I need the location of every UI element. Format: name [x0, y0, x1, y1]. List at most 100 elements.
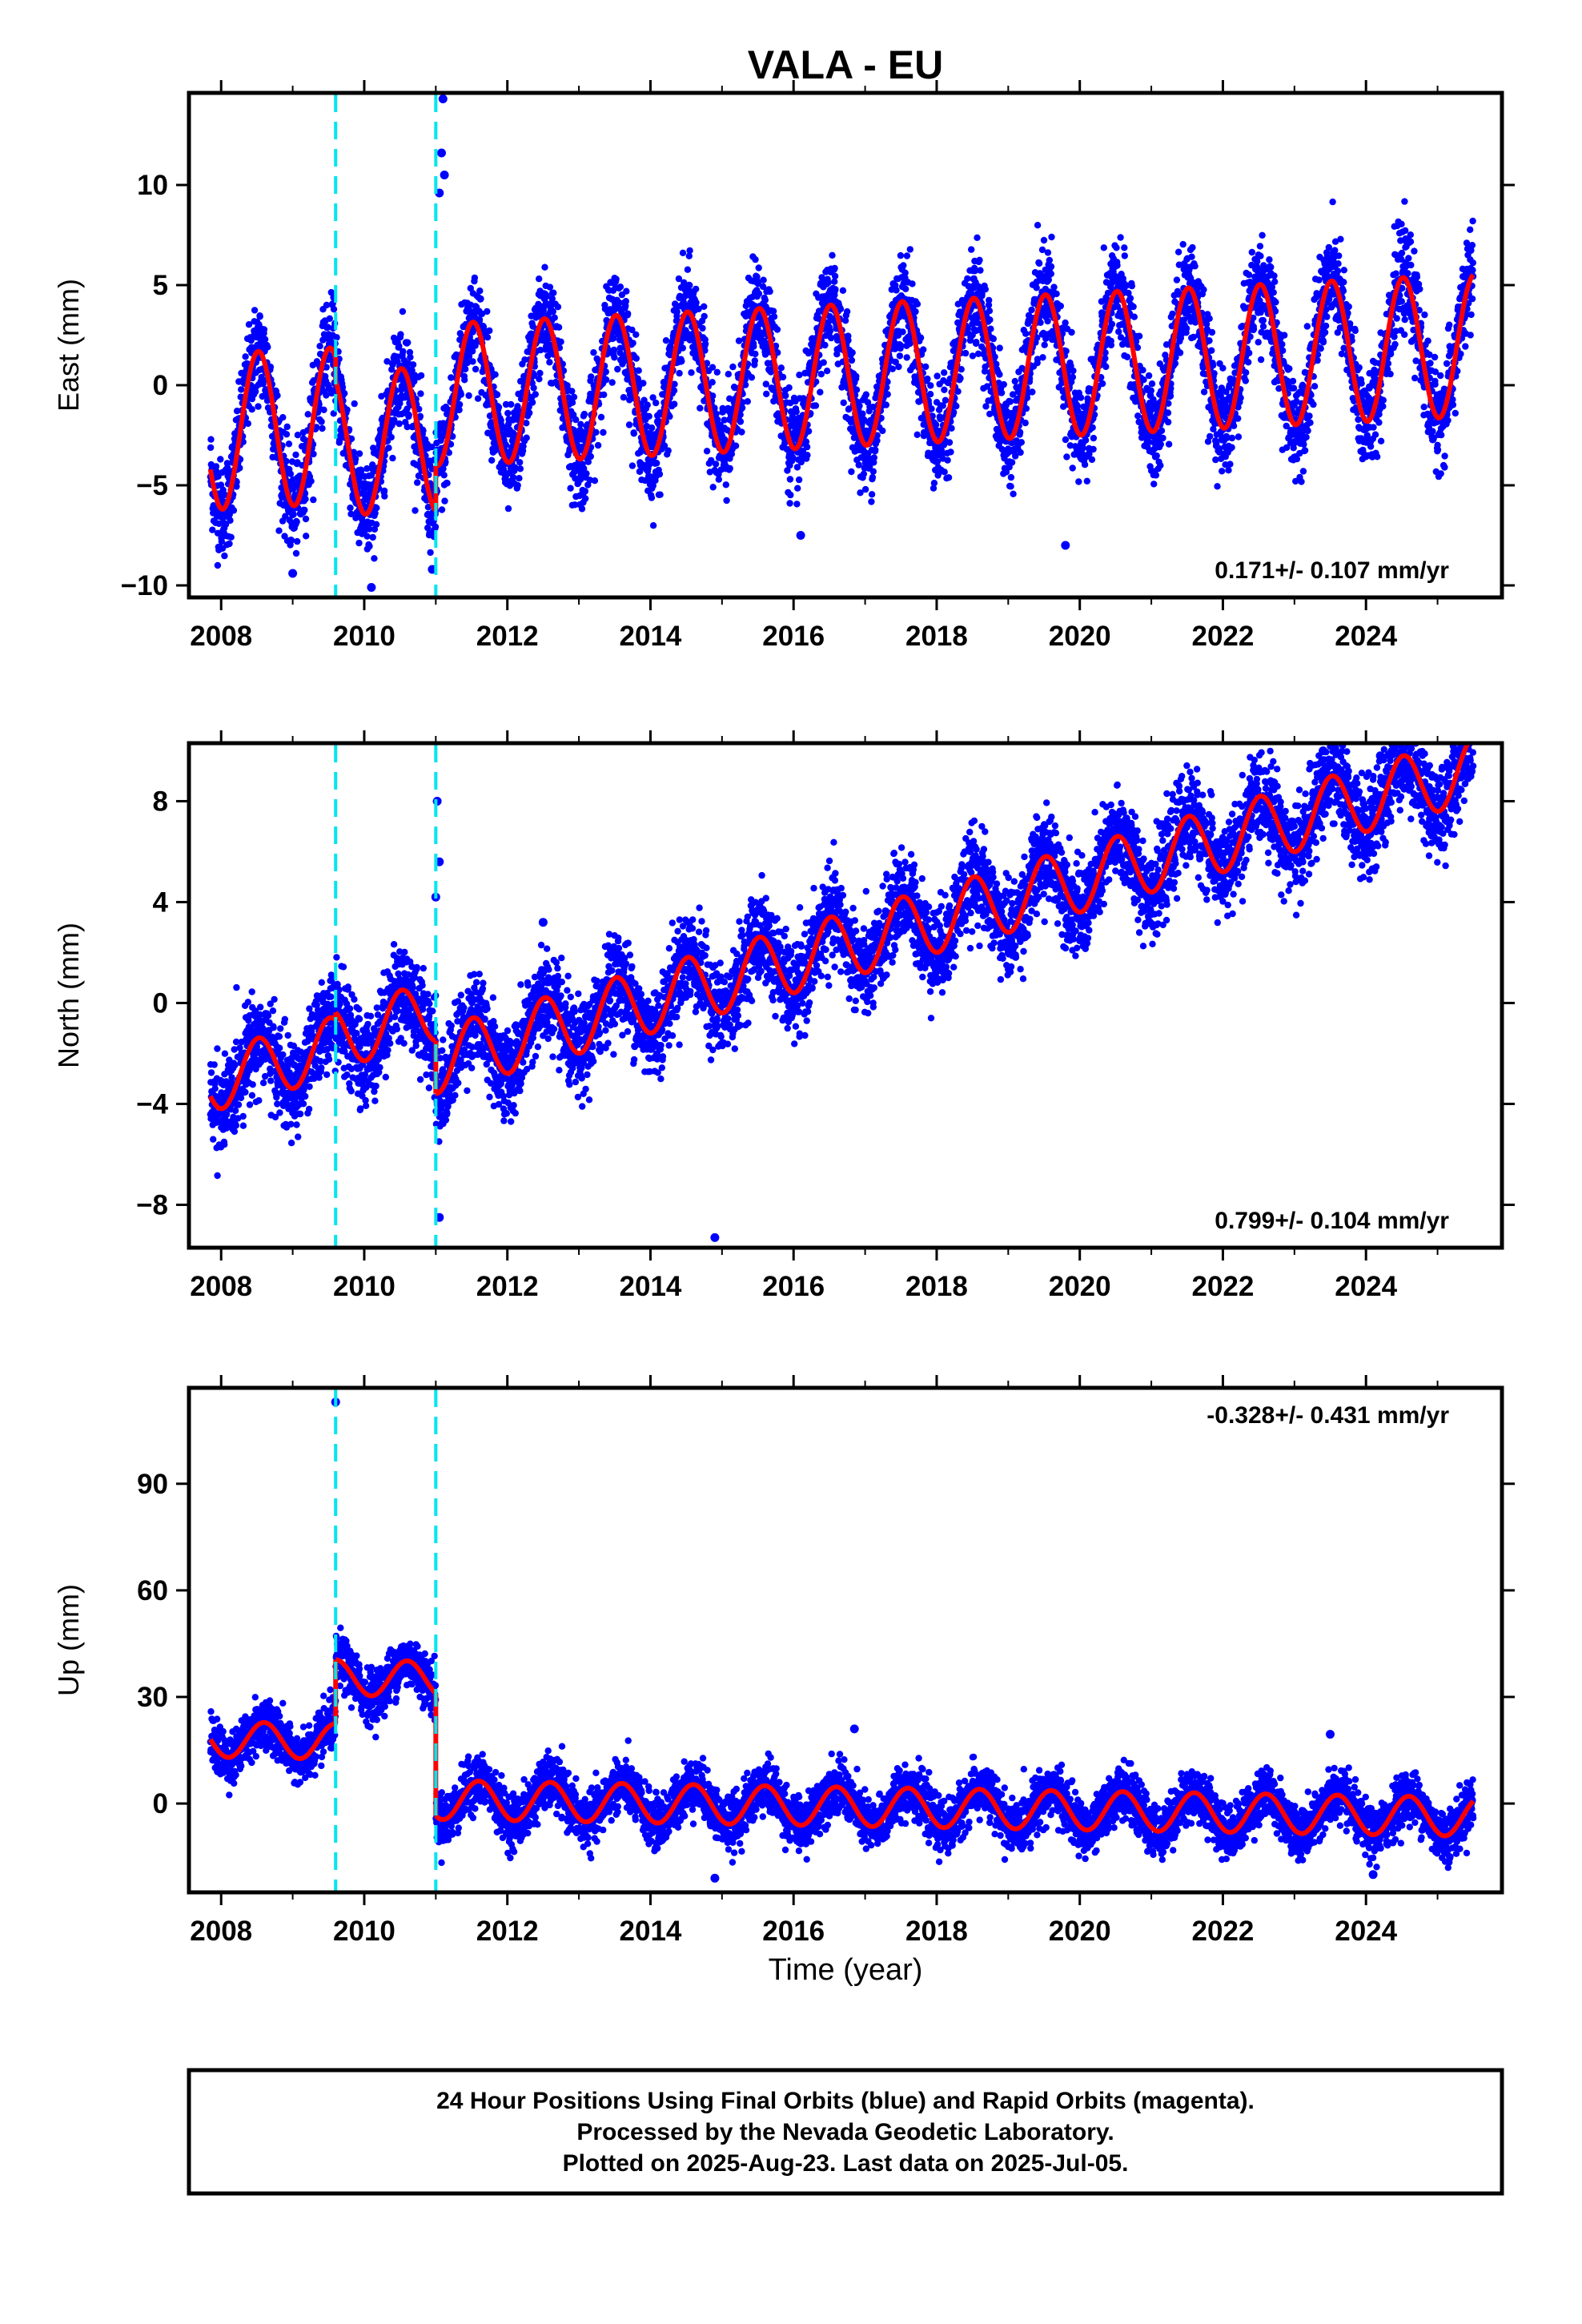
east-point [693, 299, 700, 307]
east-point [1062, 319, 1069, 327]
east-point [623, 287, 630, 295]
east-point [369, 533, 376, 541]
east-point [323, 364, 330, 371]
east-point [582, 495, 589, 502]
east-point [1159, 434, 1166, 442]
east-point [832, 286, 839, 293]
east-point [588, 373, 595, 380]
east-point [709, 484, 717, 491]
east-point [648, 424, 656, 432]
east-point [462, 365, 469, 373]
east-point [909, 280, 916, 287]
east-point [307, 477, 315, 485]
east-point [294, 459, 301, 466]
east-point [319, 424, 326, 432]
east-point [255, 403, 262, 410]
east-point [581, 488, 589, 495]
east-point [803, 443, 811, 451]
east-point [323, 392, 330, 399]
east-point [1070, 367, 1077, 375]
east-point [389, 361, 396, 368]
east-point [341, 390, 348, 397]
east-point [1007, 483, 1014, 490]
east-point [530, 384, 537, 392]
east-point [982, 286, 990, 293]
east-point [1089, 424, 1096, 432]
east-point [1164, 418, 1172, 426]
east-point [440, 432, 447, 439]
east-point [245, 321, 253, 328]
east-point [279, 414, 287, 421]
east-point [568, 388, 576, 395]
east-point [218, 537, 225, 545]
east-point [523, 420, 530, 427]
east-point [628, 462, 636, 469]
east-point [1139, 367, 1146, 374]
east-point [665, 447, 672, 454]
east-point [1017, 448, 1024, 456]
east-point [701, 312, 708, 320]
east-point [1039, 354, 1046, 361]
east-point [227, 533, 235, 541]
east-point [648, 494, 656, 501]
east-point [678, 357, 685, 365]
east-point [502, 441, 509, 448]
east-point [726, 464, 733, 472]
east-point [752, 255, 759, 263]
east-point [464, 360, 471, 367]
east-point [817, 388, 824, 396]
east-point [653, 460, 661, 467]
east-point [869, 468, 877, 475]
east-point [630, 430, 637, 437]
east-point [399, 308, 407, 316]
east-point [1088, 456, 1096, 464]
east-point [924, 375, 931, 383]
east-point [304, 411, 311, 418]
east-point [1102, 363, 1110, 371]
east-point [385, 444, 392, 452]
east-point [414, 479, 421, 486]
east-point [602, 376, 610, 384]
east-point [998, 389, 1006, 396]
east-point [287, 537, 295, 544]
east-point [1057, 302, 1065, 310]
east-point [465, 392, 472, 400]
east-point [238, 386, 245, 393]
east-point [1179, 240, 1186, 248]
east-point [903, 252, 911, 259]
east-point [397, 331, 404, 338]
east-point [520, 443, 527, 450]
east-point [267, 364, 275, 371]
east-point [1047, 263, 1055, 270]
east-point [826, 328, 834, 335]
east-point [1018, 439, 1026, 446]
east-point [942, 396, 950, 404]
east-point [968, 246, 975, 253]
east-point [805, 428, 813, 435]
east-point [313, 424, 320, 431]
east-point [1117, 234, 1124, 241]
east-point [666, 412, 673, 420]
east-point [1046, 256, 1054, 264]
east-point [941, 468, 948, 476]
east-point [301, 506, 308, 514]
east-point [953, 402, 960, 410]
east-point [432, 523, 440, 530]
east-point [222, 521, 230, 528]
east-point [879, 427, 886, 435]
east-point [688, 369, 695, 376]
east-point [1102, 355, 1109, 362]
east-point [693, 285, 700, 293]
east-point [786, 500, 793, 507]
east-point [777, 364, 785, 372]
east-point [868, 491, 876, 498]
east-point [1022, 405, 1030, 412]
east-point [523, 434, 530, 441]
east-point [521, 356, 528, 364]
east-point [1128, 282, 1136, 290]
east-point [330, 305, 338, 313]
east-point [1034, 222, 1042, 229]
east-point [476, 316, 484, 324]
east-point [512, 464, 519, 471]
east-point [488, 456, 496, 464]
